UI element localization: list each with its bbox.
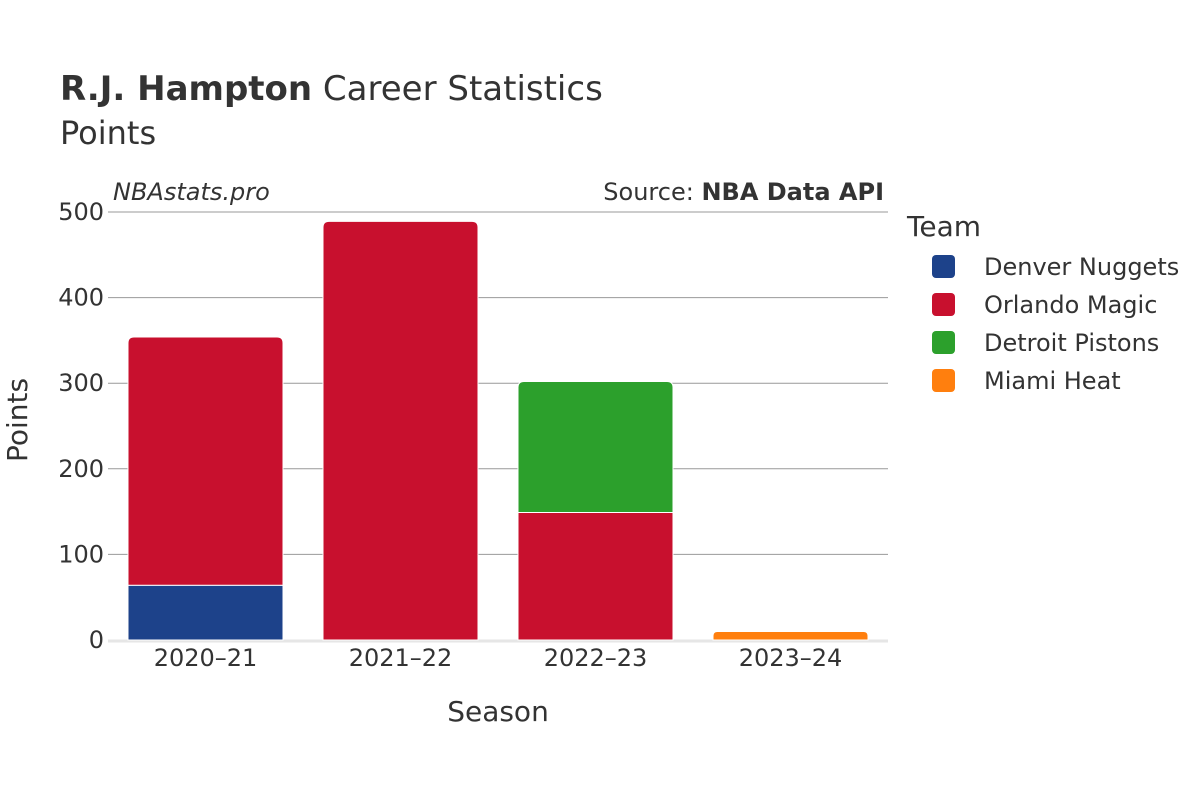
legend-item[interactable]: Miami Heat (932, 367, 1121, 395)
legend-item[interactable]: Detroit Pistons (932, 329, 1159, 357)
bars (127, 220, 869, 641)
x-axis-label: Season (447, 695, 549, 728)
legend-label: Detroit Pistons (984, 329, 1159, 357)
source-name: NBA Data API (701, 178, 884, 206)
legend-label: Orlando Magic (984, 291, 1157, 319)
legend-label: Miami Heat (984, 367, 1121, 395)
legend-swatch (932, 331, 955, 354)
title-player-name: R.J. Hampton (60, 69, 312, 109)
x-tick-labels: 2020–21 2021–22 2022–23 2023–24 (154, 644, 843, 672)
y-tick-label: 0 (89, 626, 104, 654)
source-credit: Source: NBA Data API (603, 178, 884, 206)
bar-segment-orlando-magic (322, 220, 479, 641)
legend-item[interactable]: Denver Nuggets (932, 253, 1179, 281)
source-prefix: Source: (603, 178, 701, 206)
legend-title: Team (906, 210, 981, 243)
y-tick-label: 400 (58, 284, 104, 312)
bar-segment-detroit-pistons (517, 380, 674, 513)
chart-title: R.J. Hampton Career Statistics (60, 69, 603, 109)
bar-segment-orlando-magic (127, 336, 284, 586)
y-axis-label: Points (1, 378, 34, 462)
watermark: NBAstats.pro (113, 178, 270, 206)
bar-segment-denver-nuggets (127, 584, 284, 641)
x-tick-label: 2022–23 (544, 644, 648, 672)
legend-label: Denver Nuggets (984, 253, 1179, 281)
y-tick-label: 500 (58, 198, 104, 226)
legend-item[interactable]: Orlando Magic (932, 291, 1157, 319)
legend-swatch (932, 255, 955, 278)
legend: Team Denver Nuggets Orlando Magic Detroit … (906, 210, 1179, 395)
chart-subtitle: Points (60, 114, 156, 152)
x-tick-label: 2023–24 (739, 644, 843, 672)
y-tick-labels: 0 100 200 300 400 500 (58, 198, 104, 654)
legend-swatch (932, 293, 955, 316)
y-tick-label: 100 (58, 540, 104, 568)
bar-segment-miami-heat (712, 630, 869, 641)
bar-segment-orlando-magic (517, 511, 674, 641)
x-tick-label: 2021–22 (349, 644, 453, 672)
title-rest: Career Statistics (312, 69, 603, 109)
y-tick-label: 300 (58, 369, 104, 397)
legend-swatch (932, 369, 955, 392)
x-tick-label: 2020–21 (154, 644, 258, 672)
y-tick-label: 200 (58, 455, 104, 483)
